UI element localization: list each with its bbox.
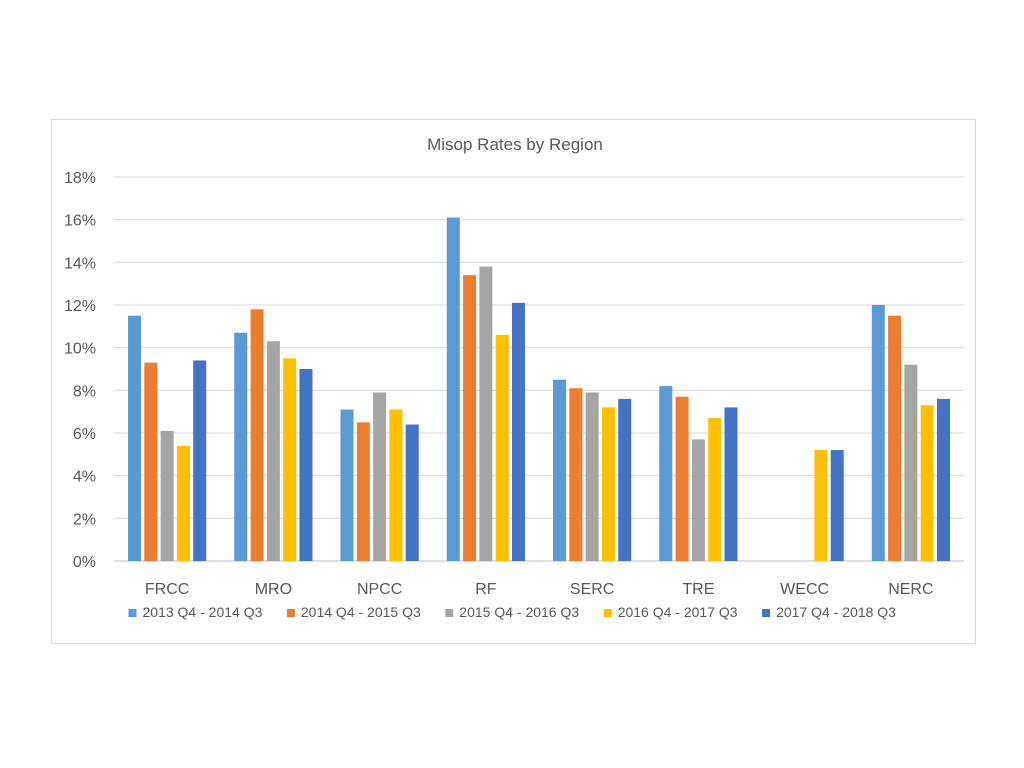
- legend-swatch: [445, 609, 454, 617]
- bar: [675, 396, 689, 561]
- y-tick-label: 18%: [64, 170, 96, 187]
- y-tick-label: 0%: [73, 554, 96, 571]
- bar: [888, 315, 902, 561]
- bar: [176, 445, 190, 561]
- bar: [691, 439, 705, 561]
- bar: [920, 405, 934, 561]
- x-category-label: RF: [475, 581, 497, 598]
- bar: [830, 450, 844, 561]
- bar: [601, 407, 615, 561]
- bar: [193, 360, 207, 561]
- y-tick-label: 10%: [64, 341, 96, 358]
- x-category-label: SERC: [570, 581, 614, 598]
- bar: [871, 305, 885, 561]
- legend-label: 2013 Q4 - 2014 Q3: [143, 604, 263, 620]
- legend-swatch: [762, 609, 771, 617]
- legend-label: 2014 Q4 - 2015 Q3: [301, 604, 421, 620]
- y-tick-label: 16%: [64, 213, 96, 230]
- x-category-label: TRE: [682, 581, 714, 598]
- legend-label: 2016 Q4 - 2017 Q3: [618, 604, 738, 620]
- x-category-label: MRO: [255, 581, 292, 598]
- bar: [618, 398, 632, 561]
- y-tick-label: 6%: [73, 426, 96, 443]
- bar: [128, 315, 142, 561]
- bar: [299, 369, 313, 561]
- bar: [463, 275, 477, 561]
- bar: [904, 364, 918, 561]
- y-tick-label: 12%: [64, 298, 96, 315]
- bar: [234, 332, 248, 561]
- bar: [495, 334, 509, 561]
- bar: [389, 409, 403, 561]
- bar: [553, 379, 567, 561]
- y-tick-label: 2%: [73, 511, 96, 528]
- x-category-label: NERC: [888, 581, 933, 598]
- bar: [708, 418, 722, 561]
- bar: [266, 341, 280, 561]
- bar: [479, 266, 493, 561]
- y-tick-label: 8%: [73, 383, 96, 400]
- bar: [585, 392, 599, 561]
- legend-swatch: [286, 609, 295, 617]
- legend-swatch: [128, 609, 137, 617]
- legend-label: 2015 Q4 - 2016 Q3: [459, 604, 579, 620]
- bar: [511, 302, 525, 561]
- bar: [936, 398, 950, 561]
- bar: [250, 309, 264, 561]
- x-category-label: WECC: [780, 581, 829, 598]
- bar: [724, 407, 738, 561]
- x-category-label: FRCC: [145, 581, 189, 598]
- chart-title: Misop Rates by Region: [427, 135, 603, 154]
- legend-label: 2017 Q4 - 2018 Q3: [776, 604, 896, 620]
- chart-svg: Misop Rates by Region 0% 2% 4% 6% 8% 10% 12% 14…: [64, 135, 964, 620]
- bar: [283, 358, 297, 561]
- bar: [373, 392, 387, 561]
- bar: [144, 362, 158, 561]
- bar: [340, 409, 354, 561]
- y-tick-label: 4%: [73, 469, 96, 486]
- x-category-label: NPCC: [357, 581, 402, 598]
- bar: [446, 217, 460, 561]
- bar: [160, 430, 174, 561]
- bar: [405, 424, 419, 561]
- bar: [356, 422, 370, 561]
- bar: [659, 386, 673, 561]
- bar: [569, 388, 583, 561]
- y-tick-label: 14%: [64, 255, 96, 272]
- bar: [814, 450, 828, 561]
- legend-swatch: [603, 609, 612, 617]
- chart-frame: Misop Rates by Region 0% 2% 4% 6% 8% 10% 12% 14…: [51, 119, 976, 644]
